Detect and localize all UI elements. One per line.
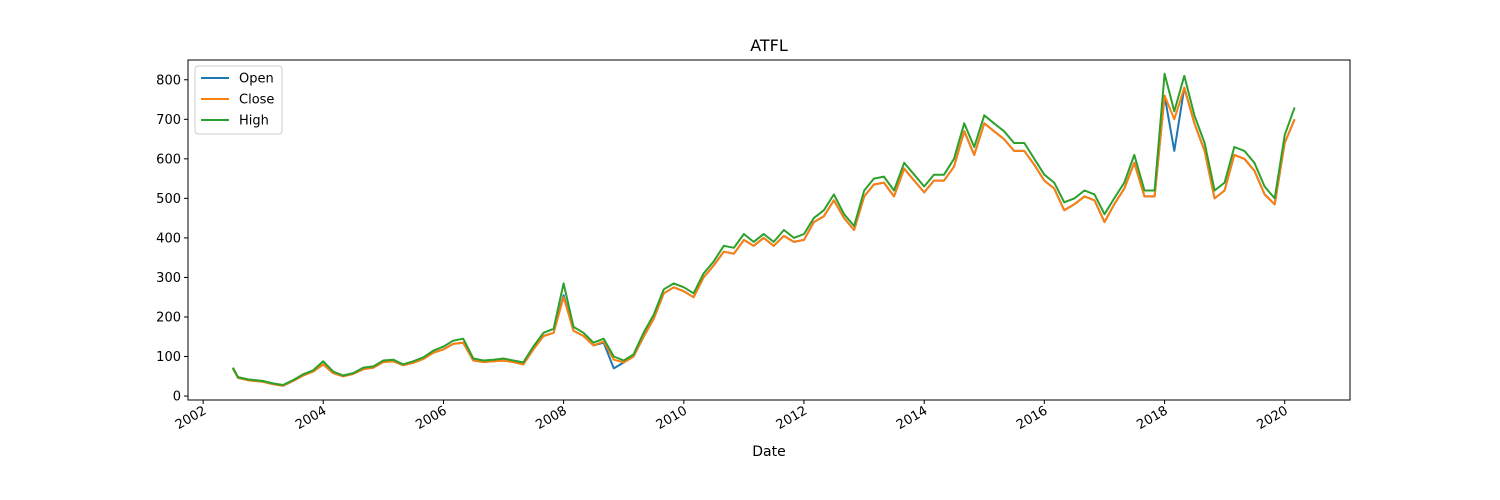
x-tick-label: 2008 [533,403,569,433]
legend-label-close: Close [239,93,274,108]
x-tick-label: 2004 [293,403,329,433]
y-tick-label: 500 [156,192,181,207]
legend-label-high: High [239,114,269,129]
y-tick-label: 100 [156,350,181,365]
legend: Open Close High [194,65,283,135]
y-tick-label: 0 [173,390,181,405]
series-line-open [232,86,1296,387]
x-tick-label: 2014 [894,403,930,433]
x-tick-label: 2010 [654,403,690,433]
x-tick-label: 2012 [774,403,810,433]
plot-area [187,59,1351,401]
series-line-high [232,72,1296,386]
y-tick-label: 400 [156,231,181,246]
x-tick-label: 2006 [413,403,449,433]
x-axis-title: Date [752,444,785,460]
y-tick-label: 600 [156,152,181,167]
legend-label-open: Open [239,72,274,87]
x-tick-label: 2018 [1134,403,1170,433]
y-tick-label: 200 [156,310,181,325]
series-line-close [232,86,1296,387]
y-axis-ticks: 0 100 200 300 400 500 600 700 800 [156,73,188,405]
chart-title: ATFL [750,36,788,55]
series-layer [232,72,1296,387]
x-tick-label: 2016 [1014,403,1050,433]
y-tick-label: 700 [156,113,181,128]
x-axis-ticks: 2002 2004 2006 2008 2010 2012 2014 2016 2018 2020 [173,400,1291,433]
axes-frame [187,59,1351,401]
x-tick-label: 2020 [1255,403,1291,433]
x-tick-label: 2002 [173,403,209,433]
y-tick-label: 300 [156,271,181,286]
y-tick-label: 800 [156,73,181,88]
legend-box [194,65,283,135]
